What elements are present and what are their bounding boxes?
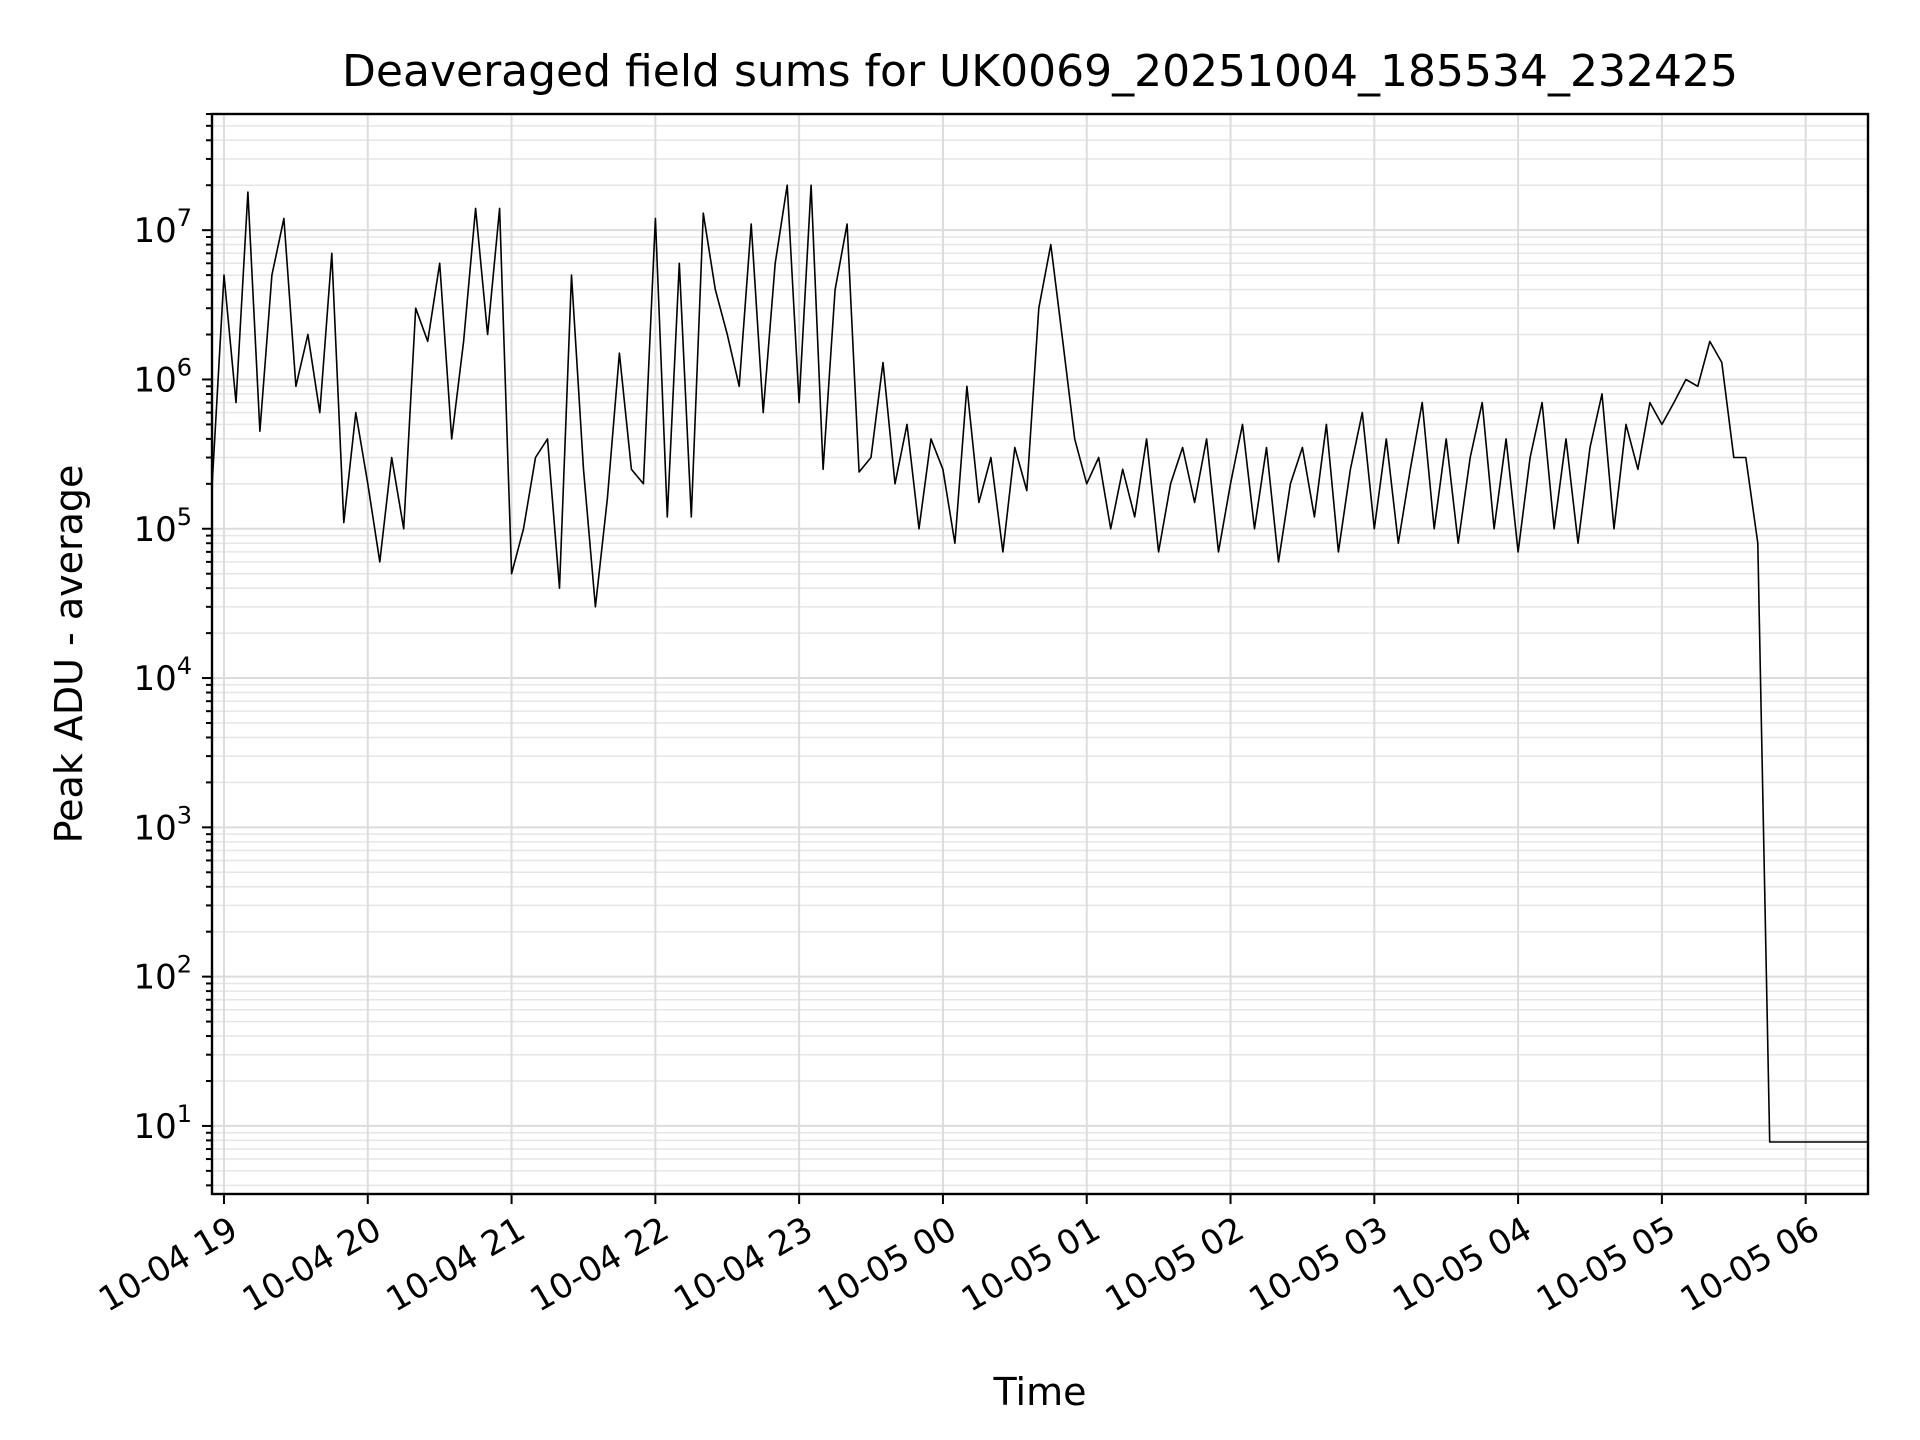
y-axis-label: Peak ADU - average [47, 465, 91, 844]
y-tick-label: 107 [133, 204, 192, 251]
y-tick-label: 106 [133, 353, 192, 400]
series-layer [211, 184, 1868, 1143]
y-tick-label: 103 [133, 801, 192, 848]
chart-title: Deaveraged field sums for UK0069_2025100… [342, 46, 1738, 97]
y-tick-label: 102 [133, 951, 192, 998]
y-tick-label: 104 [133, 652, 192, 699]
grid [212, 113, 1868, 1194]
series-line [211, 184, 1868, 1143]
plot-frame [210, 112, 1870, 1196]
y-tick-label: 105 [133, 503, 192, 550]
y-axis: 101 102 103 104 105 106 107 [133, 113, 212, 1187]
x-axis-label: Time [993, 1370, 1087, 1414]
y-tick-label: 101 [133, 1100, 192, 1147]
